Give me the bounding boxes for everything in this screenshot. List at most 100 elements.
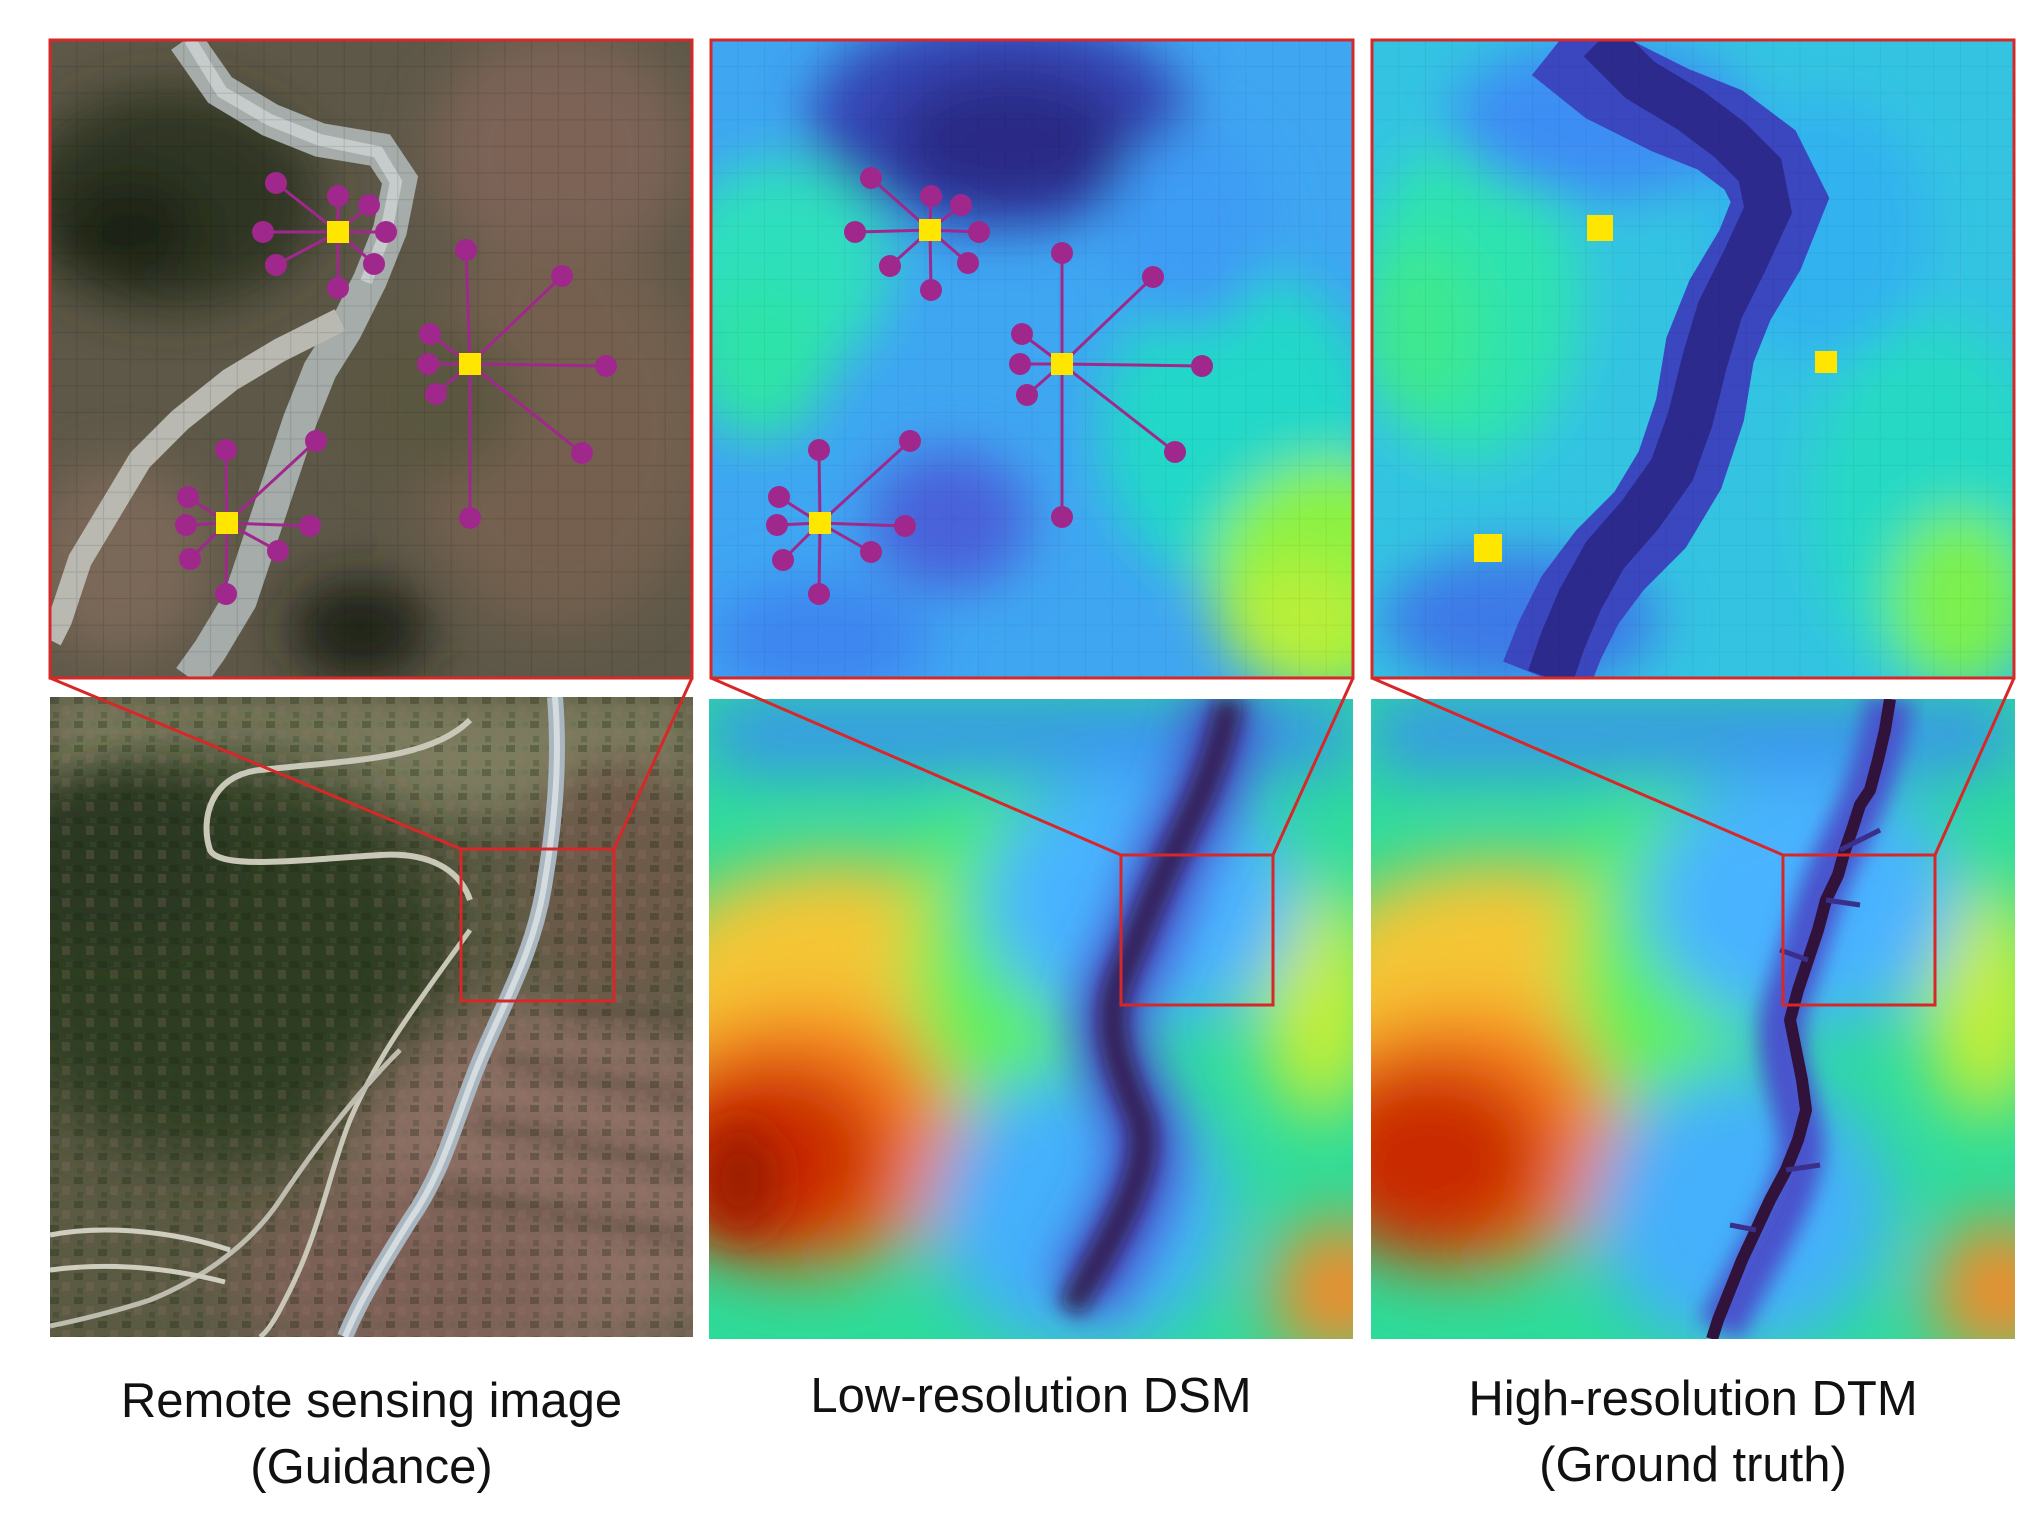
neighbor-node [920,279,942,301]
neighbor-node [860,541,882,563]
neighbor-node [327,277,349,299]
guidance-graph-3 [175,430,327,605]
neighbor-node [1051,242,1073,264]
neighbor-node [808,439,830,461]
dtm-zoom [1372,40,2014,678]
neighbor-node [267,540,289,562]
caption-low-res-dsm-line1: Low-resolution DSM [810,1369,1252,1423]
neighbor-edge [817,449,822,524]
neighbor-edge [818,439,912,525]
neighbor-node [551,265,573,287]
caption-low-res-dsm: Low-resolution DSM [709,1363,1353,1429]
target-node-1 [1587,215,1613,241]
neighbor-node [265,254,287,276]
dsm-graph-1 [844,167,990,301]
neighbor-graph-dsm [766,167,1213,605]
neighbor-node [1011,323,1033,345]
neighbor-node [417,353,439,375]
zoom-roi-rgb [459,847,616,1003]
neighbor-node [899,430,921,452]
neighbor-node [327,185,349,207]
neighbor-node [375,221,397,243]
neighbor-edge [468,274,564,366]
neighbor-node [425,383,447,405]
center-node [216,512,238,534]
neighbor-node [1164,441,1186,463]
neighbor-node [1142,266,1164,288]
zoom-roi-dtm [1781,853,1937,1007]
remote-sensing-zoom [50,40,692,678]
neighbor-node [305,430,327,452]
dsm-graph-3 [766,430,921,605]
zoom-frame-rgb [48,38,694,680]
neighbor-edge [225,439,318,525]
neighbor-node [177,486,199,508]
neighbor-node [894,515,916,537]
neighbor-node [215,583,237,605]
dtm-heightmap [1371,699,2015,1339]
neighbor-edge [817,522,822,595]
neighbor-node [957,252,979,274]
neighbor-node [571,442,593,464]
neighbor-edge [224,522,229,595]
caption-high-res-dtm-line2: (Ground truth) [1539,1438,1847,1492]
neighbor-edge [1061,362,1203,368]
target-node-2 [1815,351,1837,373]
neighbor-edge [226,521,311,528]
neighbor-node [455,239,477,261]
guidance-graph-1 [252,172,397,299]
neighbor-edge [464,249,472,365]
remote-sensing-image [50,697,693,1337]
neighbor-node [968,221,990,243]
caption-remote-sensing-line1: Remote sensing image [120,1374,623,1428]
neighbor-node [1016,384,1038,406]
neighbor-edge [1060,275,1155,366]
caption-remote-sensing-line2: (Guidance) [250,1440,493,1494]
neighbor-node [459,507,481,529]
center-node [327,221,349,243]
neighbor-node [215,439,237,461]
zoom-line-rgb-left [49,676,462,851]
zoom-frame-dsm [709,38,1355,680]
neighbor-node [772,549,794,571]
target-node-3 [1474,534,1502,562]
neighbor-node [920,185,942,207]
zoom-line-dtm-left [1371,676,1784,857]
caption-high-res-dtm: High-resolution DTM (Ground truth) [1371,1366,2015,1498]
neighbor-edge [819,521,906,528]
neighbor-node [299,515,321,537]
center-node [459,353,481,375]
neighbor-node [358,194,380,216]
neighbor-node [844,221,866,243]
zoom-frame-dtm [1370,38,2016,680]
caption-remote-sensing: Remote sensing image (Guidance) [50,1368,693,1500]
neighbor-edge [854,228,931,234]
neighbor-node [766,514,788,536]
guidance-graph-2 [417,239,617,529]
neighbor-node [950,194,972,216]
neighbor-node [860,167,882,189]
neighbor-node [595,355,617,377]
zoom-line-dsm-left [710,676,1122,857]
caption-high-res-dtm-line1: High-resolution DTM [1468,1372,1918,1426]
neighbor-edge [224,449,229,524]
zoom-roi-dsm [1119,853,1275,1007]
center-node [1051,353,1073,375]
zoom-line-dtm-right [1933,677,2016,856]
neighbor-node [179,548,201,570]
dsm-heightmap [709,699,1353,1339]
neighbor-node [768,486,790,508]
neighbor-node [808,583,830,605]
neighbor-node [175,514,197,536]
neighbor-node [419,323,441,345]
zoom-frames [48,38,2016,1007]
neighbor-edge [1061,362,1176,454]
neighbor-node [252,221,274,243]
neighbor-node [1191,355,1213,377]
neighbor-node [1009,353,1031,375]
center-node [809,512,831,534]
neighbor-node [363,253,385,275]
target-nodes-dtm [1474,215,1837,562]
zoom-line-dsm-right [1271,677,1355,856]
